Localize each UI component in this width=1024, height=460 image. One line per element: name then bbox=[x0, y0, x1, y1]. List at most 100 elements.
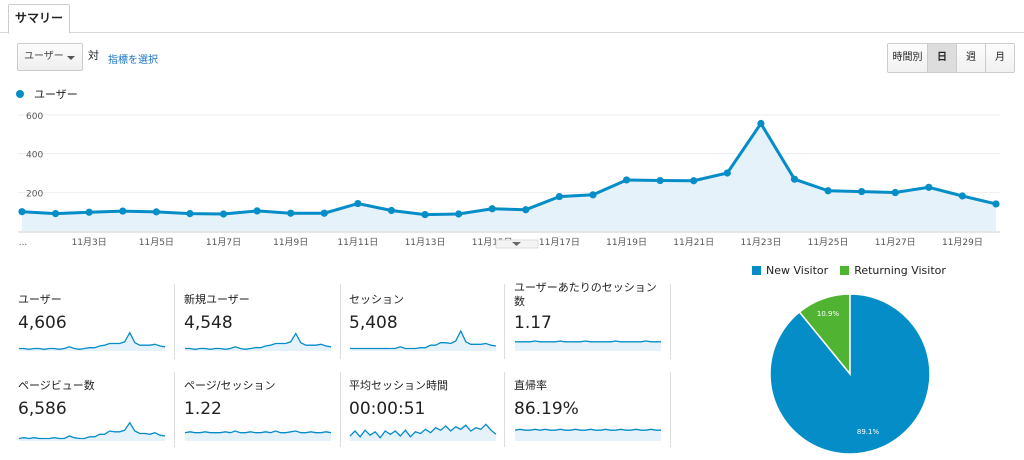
tab-summary[interactable]: サマリー bbox=[8, 4, 70, 34]
pick-metric-link[interactable]: 指標を選択 bbox=[108, 55, 158, 66]
sparkline-area bbox=[19, 422, 165, 441]
data-point[interactable] bbox=[555, 192, 563, 201]
vs-label: 対 bbox=[88, 49, 99, 62]
data-point[interactable] bbox=[186, 210, 194, 218]
scorecard-value: 4,548 bbox=[184, 313, 233, 333]
scorecard-users[interactable]: ユーザー 4,606 bbox=[18, 293, 173, 363]
sparkline-path bbox=[185, 332, 332, 350]
sparkline-area bbox=[19, 332, 165, 351]
sparkline bbox=[185, 332, 332, 351]
x-tick-label: 11月3日 bbox=[72, 237, 107, 248]
divider bbox=[340, 284, 341, 359]
sparkline-area bbox=[185, 431, 331, 441]
sparkline bbox=[515, 340, 661, 351]
data-point[interactable] bbox=[656, 176, 664, 185]
data-point[interactable] bbox=[723, 169, 731, 177]
scorecard-new-users[interactable]: 新規ユーザー 4,548 bbox=[184, 293, 339, 363]
data-point[interactable] bbox=[690, 177, 698, 185]
pie-slice-label: 10.9% bbox=[817, 310, 840, 318]
data-point[interactable] bbox=[119, 207, 127, 215]
scorecard-label: ページビュー数 bbox=[18, 379, 95, 392]
sparkline-area bbox=[515, 341, 661, 351]
scorecard-label: セッション bbox=[349, 293, 404, 306]
scorecard-value: 1.22 bbox=[184, 399, 222, 419]
divider bbox=[504, 284, 505, 359]
period-week-button[interactable]: 週 bbox=[957, 44, 986, 72]
data-point[interactable] bbox=[354, 199, 362, 208]
period-day-button[interactable]: 日 bbox=[928, 44, 957, 72]
scorecard-sessions[interactable]: セッション 5,408 bbox=[349, 293, 504, 363]
data-point[interactable] bbox=[824, 187, 832, 195]
expand-handle[interactable] bbox=[495, 239, 539, 249]
data-point[interactable] bbox=[488, 205, 496, 213]
scorecard-label: 直帰率 bbox=[514, 379, 547, 392]
sparkline-area bbox=[185, 333, 331, 351]
divider bbox=[670, 284, 671, 359]
divider bbox=[174, 372, 175, 447]
data-point[interactable] bbox=[622, 176, 631, 184]
data-point[interactable] bbox=[152, 208, 160, 216]
x-tick-label: 11月25日 bbox=[808, 237, 849, 248]
scorecard-avg-session-duration[interactable]: 平均セッション時間 00:00:51 bbox=[349, 379, 504, 449]
data-point[interactable] bbox=[992, 200, 1000, 208]
data-point[interactable] bbox=[455, 210, 463, 218]
legend-label: ユーザー bbox=[34, 88, 78, 101]
data-point[interactable] bbox=[522, 206, 530, 214]
period-month-button[interactable]: 月 bbox=[986, 44, 1014, 72]
data-point[interactable] bbox=[958, 192, 967, 200]
divider bbox=[340, 372, 341, 447]
sparkline-path bbox=[184, 430, 332, 434]
y-tick-label: 600 bbox=[26, 112, 43, 122]
scorecard-pages-per-session[interactable]: ページ/セッション 1.22 bbox=[184, 379, 339, 449]
legend-dot-icon bbox=[16, 90, 24, 98]
scorecard-bounce-rate[interactable]: 直帰率 86.19% bbox=[514, 379, 664, 449]
divider bbox=[504, 372, 505, 447]
scorecard-sessions-per-user[interactable]: ユーザーあたりのセッション数 1.17 bbox=[514, 281, 664, 363]
period-hourly-button[interactable]: 時間別 bbox=[888, 44, 928, 72]
legend-label-returning[interactable]: Returning Visitor bbox=[854, 264, 946, 277]
data-point[interactable] bbox=[320, 209, 328, 217]
data-point[interactable] bbox=[891, 188, 899, 197]
metric-select[interactable]: ユーザー bbox=[17, 43, 83, 71]
x-tick-label: ... bbox=[19, 238, 28, 248]
data-point[interactable] bbox=[790, 175, 799, 183]
pie-slice-label: 89.1% bbox=[857, 428, 880, 436]
sparkline bbox=[184, 430, 332, 441]
scorecard-value: 4,606 bbox=[18, 313, 67, 333]
sparkline bbox=[349, 423, 497, 441]
data-point[interactable] bbox=[757, 119, 765, 128]
scorecard-label: 平均セッション時間 bbox=[349, 379, 448, 392]
visitor-pie-chart: 10.9% 89.1% bbox=[769, 293, 931, 455]
data-point[interactable] bbox=[253, 207, 261, 215]
x-tick-label: 11月13日 bbox=[405, 237, 446, 248]
data-point[interactable] bbox=[51, 210, 60, 218]
data-point[interactable] bbox=[85, 208, 93, 216]
data-point[interactable] bbox=[925, 183, 933, 191]
data-point[interactable] bbox=[287, 209, 295, 217]
data-point[interactable] bbox=[387, 206, 396, 215]
x-tick-label: 11月21日 bbox=[673, 237, 714, 248]
data-point[interactable] bbox=[219, 210, 228, 218]
x-tick-label: 11月5日 bbox=[139, 237, 174, 248]
legend-label-new[interactable]: New Visitor bbox=[766, 264, 829, 277]
x-tick-label: 11月17日 bbox=[539, 237, 580, 248]
y-tick-label: 400 bbox=[26, 151, 43, 161]
data-point[interactable] bbox=[421, 210, 429, 219]
sparkline bbox=[18, 421, 166, 441]
data-point[interactable] bbox=[589, 191, 597, 199]
metric-select-value: ユーザー bbox=[24, 51, 64, 62]
x-tick-label: 11月11日 bbox=[337, 237, 378, 248]
scorecard-pageviews[interactable]: ページビュー数 6,586 bbox=[18, 379, 173, 449]
sparkline bbox=[19, 331, 166, 351]
sparkline-area bbox=[515, 429, 661, 441]
sparkline-path bbox=[18, 421, 166, 440]
sparkline bbox=[514, 428, 661, 441]
data-point[interactable] bbox=[18, 208, 26, 216]
chevron-down-icon bbox=[512, 242, 521, 246]
data-point[interactable] bbox=[858, 187, 866, 196]
chart-area-fill bbox=[22, 123, 996, 231]
x-tick-label: 11月19日 bbox=[606, 237, 647, 248]
legend-swatch-new bbox=[752, 266, 761, 275]
pie-slice-new-visitor[interactable] bbox=[769, 293, 931, 455]
sparkline-path bbox=[514, 428, 661, 431]
